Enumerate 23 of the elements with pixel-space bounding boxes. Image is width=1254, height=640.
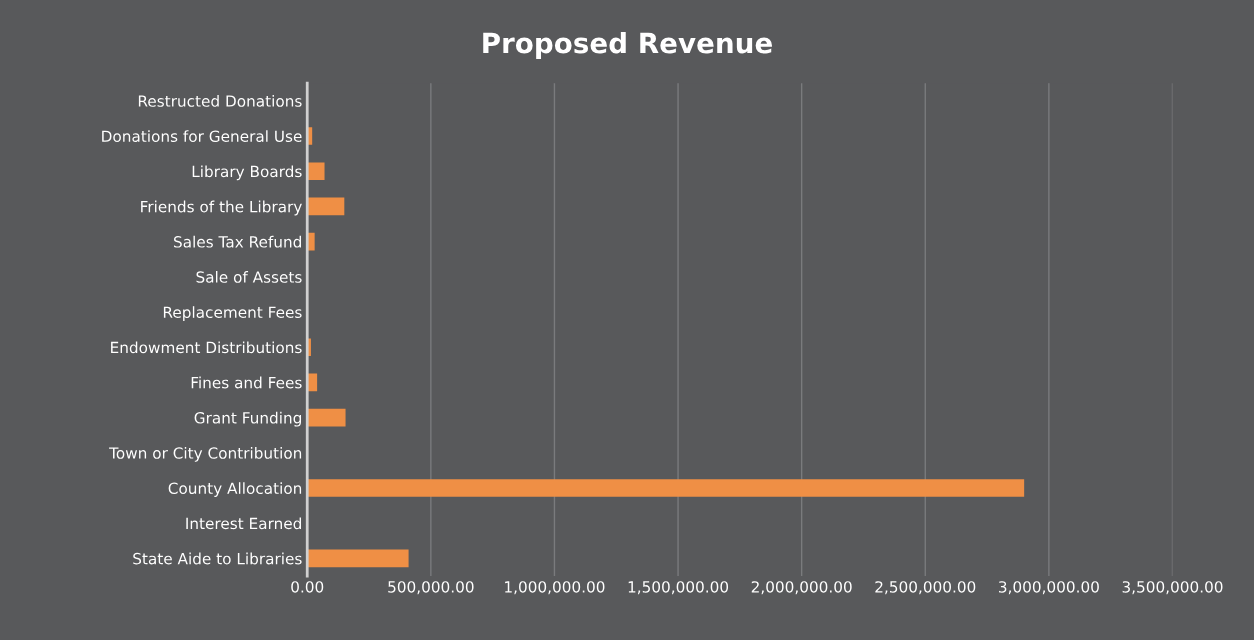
y-tick-label: Restructed Donations	[138, 95, 302, 107]
x-tick-label: 2,000,000.00	[751, 581, 852, 595]
y-tick-label: Fines and Fees	[191, 376, 302, 389]
y-tick-label: County Allocation	[168, 482, 302, 497]
y-tick-label: Interest Earned	[186, 517, 301, 530]
y-tick-label: Donations for General Use	[102, 130, 302, 143]
chart-title: Proposed Revenue	[483, 32, 772, 59]
x-tick-label: 1,000,000.00	[505, 581, 605, 595]
y-tick-label: State Aide to Libraries	[133, 552, 302, 565]
y-tick-label: Library Boards	[192, 165, 302, 181]
x-tick-label: 0.00	[291, 581, 324, 593]
y-tick-label: Sale of Assets	[196, 271, 302, 283]
y-tick-label: Grant Funding	[194, 411, 301, 427]
y-tick-label: Friends of the Library	[141, 200, 302, 216]
x-tick-label: 3,500,000.00	[1122, 581, 1223, 595]
x-tick-label: 3,000,000.00	[999, 581, 1099, 595]
y-tick-label: Endowment Distributions	[111, 341, 302, 354]
x-tick-label: 1,500,000.00	[628, 581, 729, 595]
y-tick-label: Replacement Fees	[163, 306, 302, 321]
x-tick-label: 500,000.00	[388, 581, 474, 595]
y-tick-label: Town or City Contribution	[109, 447, 302, 462]
y-tick-label: Sales Tax Refund	[174, 235, 301, 248]
x-tick-label: 2,500,000.00	[875, 581, 976, 595]
